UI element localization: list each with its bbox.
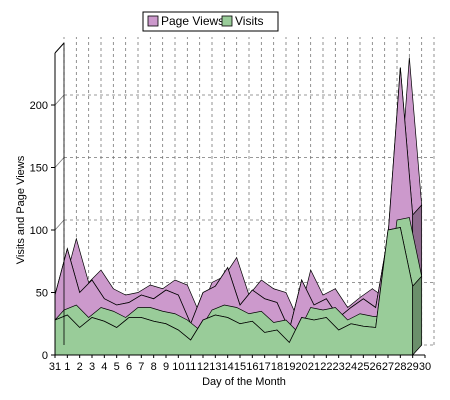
area-visits (54, 227, 414, 356)
x-tick-label: 24 (345, 361, 357, 373)
gridline-depth (54, 94, 65, 106)
gridline-depth (54, 219, 65, 231)
x-tick-label: 26 (370, 361, 382, 373)
x-tick-label: 7 (138, 361, 144, 373)
x-tick-label: 22 (320, 361, 332, 373)
y-tick-label: 0 (42, 350, 48, 362)
x-tick-label: 1 (64, 361, 70, 373)
x-tick-label: 21 (308, 361, 320, 373)
legend: Page Views Visits (142, 11, 279, 32)
legend-box (142, 11, 279, 32)
x-axis-title: Day of the Month (202, 376, 286, 388)
x-tick-label: 25 (357, 361, 369, 373)
y-axis-title: Visits and Page Views (15, 155, 27, 264)
y-tick-label: 200 (30, 100, 48, 112)
legend-label-page-views: Page Views (161, 14, 224, 28)
x-tick-label: 30 (419, 361, 431, 373)
legend-swatch-visits (221, 15, 233, 27)
x-tick-label: 18 (271, 361, 283, 373)
x-tick-label: 20 (296, 361, 308, 373)
axes (51, 42, 426, 358)
x-tick-label: 15 (234, 361, 246, 373)
x-tick-label: 5 (114, 361, 120, 373)
x-tick-label: 13 (209, 361, 221, 373)
legend-swatch-page-views (147, 15, 159, 27)
x-tick-label: 2 (77, 361, 83, 373)
x-tick-label: 23 (333, 361, 345, 373)
x-tick-label: 16 (246, 361, 258, 373)
x-tick-label: 29 (407, 361, 419, 373)
gridline-depth (54, 157, 65, 168)
x-tick-label: 12 (197, 361, 209, 373)
x-tick-label: 17 (259, 361, 271, 373)
x-tick-label: 28 (394, 361, 406, 373)
y-tick-label: 150 (30, 163, 48, 175)
plot-areas (54, 57, 423, 356)
x-tick-label: 14 (222, 361, 234, 373)
x-tick-label: 8 (151, 361, 157, 373)
y-tick-label: 100 (30, 225, 48, 237)
area-endcap (412, 275, 423, 356)
x-tick-label: 6 (126, 361, 132, 373)
x-tick-label: 9 (163, 361, 169, 373)
x-tick-label: 31 (49, 361, 61, 373)
x-tick-label: 10 (172, 361, 184, 373)
x-tick-label: 27 (382, 361, 394, 373)
x-tick-label: 19 (283, 361, 295, 373)
y-tick-label: 50 (36, 288, 48, 300)
x-tick-label: 3 (89, 361, 95, 373)
x-tick-label: 4 (101, 361, 107, 373)
x-tick-label: 11 (185, 361, 196, 373)
y-axis-depth (54, 42, 65, 54)
legend-label-visits: Visits (235, 14, 263, 28)
